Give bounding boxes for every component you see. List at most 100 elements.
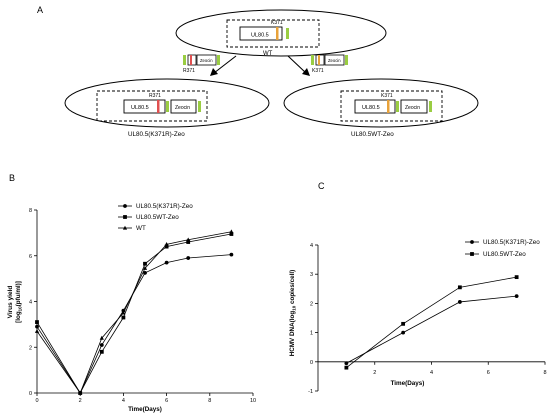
data-point [99,349,104,354]
data-point [514,294,519,298]
y-tick-label: 6 [29,254,32,260]
construct-right-gene-label: UL80.5 [362,105,380,111]
fragment-right-zeo-box [324,54,345,66]
wt-gene-label: UL80.5 [251,33,269,39]
panel-c-label: C [318,181,325,191]
construct-right-green-flank [396,101,399,112]
data-point [164,244,169,249]
construct-right-green-flank-2 [429,101,432,112]
data-point [229,252,234,257]
construct-left-green-flank-2 [198,101,201,112]
y-tick-label: 4 [29,300,32,306]
y-axis-label-line2: [log10(pfu/ml)] [15,281,23,323]
x-axis-label: Time(Days) [128,406,162,413]
wt-plasmid: UL80.5 K371 WT [175,9,387,57]
fragment-left-green-flank [183,55,186,65]
fragment-left-green-flank-2 [217,55,220,65]
y-tick-label: 3 [310,272,313,278]
x-tick-label: 8 [543,370,546,376]
fragment-left-site-label: R371 [183,68,195,74]
x-tick-label: 2 [373,370,376,376]
construct-right-plasmid-circle [283,78,479,128]
y-axis-label: HCMV DNA(log10 copies/cell) [289,270,297,357]
legend-marker [470,240,474,244]
legend-marker [123,204,127,208]
data-point [164,242,169,246]
data-point [457,285,462,290]
data-point [457,300,462,304]
x-tick-label: 6 [487,370,490,376]
data-point [401,330,406,335]
y-tick-label: 8 [29,208,32,214]
wt-dashed-box [226,19,320,48]
x-axis-label: Time(Days) [391,380,425,387]
construct-left-dashed-box [96,90,208,122]
data-point [35,320,39,324]
construct-left: UL80.5 Zeocin R371 UL80.5(K371R)-Zeo [64,78,270,138]
construct-right-zeo-label: Zeocin [405,105,420,111]
fragment-left-site-marker [190,55,192,65]
fragment-left: Zeocin R371 [183,54,220,74]
data-point [344,365,349,370]
legend-label: WT [136,225,146,232]
y-axis-label-suffix: copies/cell) [289,270,296,306]
data-point [121,310,126,315]
fragment-left-zeo-box [196,54,217,66]
wt-green-flank [286,28,289,39]
series-line [346,276,517,368]
fragment-right-site-label: K371 [312,68,324,74]
y-axis-label-line1: Virus yield [7,286,14,319]
x-tick-label: 4 [122,398,125,404]
y-tick-label: 0 [310,360,313,366]
data-point [186,256,191,260]
data-point [99,335,104,340]
legend-label: UL80.5(K371R)-Zeo [483,239,540,246]
arrows [210,55,310,76]
legend-marker [470,252,474,256]
construct-right-gene-box [354,99,396,114]
y-axis-label-prefix: [log [15,311,22,323]
data-point [142,266,148,270]
data-point [186,237,191,242]
wt-name: WT [263,51,273,57]
construct-right-site-label: K371 [381,93,393,99]
construct-left-green-flank [166,101,169,112]
construct-right: UL80.5 Zeocin K371 UL80.5WT-Zeo [283,78,479,138]
data-point [164,260,169,265]
y-tick-label: 4 [310,243,313,249]
data-point [186,240,191,244]
construct-right-name: UL80.5WT-Zeo [351,131,394,138]
data-point [143,261,147,266]
y-tick-label: -1 [308,389,313,395]
legend-marker [122,225,128,230]
chart-b: 0 2 4 6 8 10 0 2 4 6 8 Time(Days) UL80.5(K371R)-Zeo U… [7,203,256,413]
construct-left-site-label: R371 [149,93,161,99]
legend-label: UL80.5WT-Zeo [483,251,526,258]
data-point [99,343,104,347]
legend-label: UL80.5(K371R)-Zeo [136,203,193,210]
fragment-right-green-flank-2 [345,55,348,65]
data-point [121,315,126,320]
fragment-right-green-flank [311,55,314,65]
panel-a-label: A [37,5,43,15]
y-axis-label-prefix: HCMV DNA(log [289,311,296,357]
panel-b-label: B [9,173,15,183]
data-point [344,361,349,366]
arrow-left-head [210,68,218,76]
y-tick-label: 2 [29,345,32,351]
y-axis-label-suffix: (pfu/ml)] [15,281,22,306]
y-tick-label: 2 [310,301,313,307]
wt-gene-box [239,26,283,41]
fragment-right-zeo-label: Zeocin [328,58,341,63]
x-tick-label: 10 [250,398,256,404]
series-line [36,254,232,394]
x-tick-label: 2 [79,398,82,404]
series-line [36,233,232,394]
panel-a: A UL80.5 K371 WT Zeocin R371 [37,5,479,138]
data-point [78,390,83,395]
data-point [34,328,40,333]
arrow-right-line [287,55,307,74]
construct-left-zeo-label: Zeocin [175,105,190,111]
fragment-right: Zeocin K371 [311,54,348,74]
